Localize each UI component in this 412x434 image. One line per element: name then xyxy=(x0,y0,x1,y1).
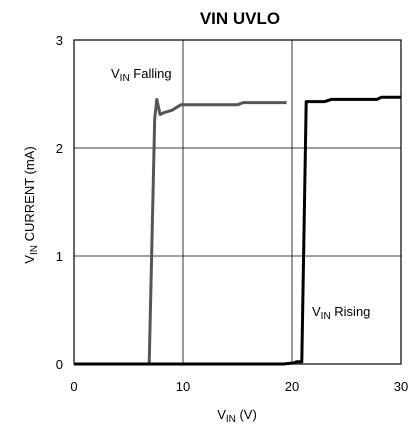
y-tick-label: 0 xyxy=(56,357,63,372)
chart-title: VIN UVLO xyxy=(200,9,280,28)
series-line-falling xyxy=(74,97,287,366)
x-tick-label: 30 xyxy=(394,379,408,394)
series-line-rising xyxy=(74,95,401,366)
x-tick-label: 0 xyxy=(70,379,77,394)
y-tick-label: 3 xyxy=(56,33,63,48)
x-axis-label: VIN (V) xyxy=(217,407,257,425)
series-layer xyxy=(74,95,401,366)
tick-labels: 0 10 20 30 0 1 2 3 xyxy=(56,33,408,394)
x-tick-label: 20 xyxy=(285,379,299,394)
x-tick-label: 10 xyxy=(176,379,190,394)
rising-label: VIN Rising xyxy=(312,304,370,322)
y-axis-label: VIN CURRENT (mA) xyxy=(22,146,40,263)
y-tick-label: 2 xyxy=(56,141,63,156)
y-tick-label: 1 xyxy=(56,249,63,264)
falling-label: VIN Falling xyxy=(111,66,172,84)
grid xyxy=(74,40,401,364)
